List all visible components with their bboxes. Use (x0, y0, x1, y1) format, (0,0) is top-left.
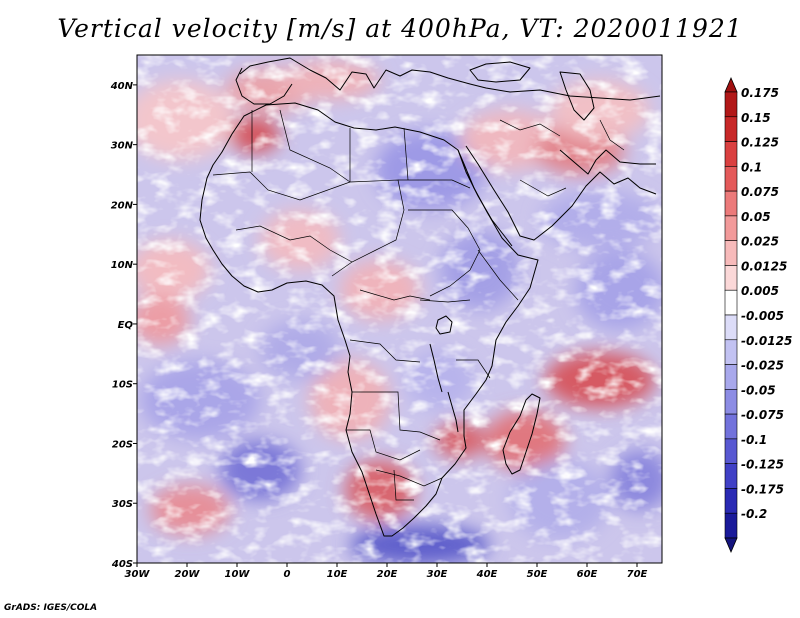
grads-credit: GrADS: IGES/COLA (4, 603, 98, 613)
colorbar-swatch (724, 166, 738, 192)
colorbar-label: 0.05 (741, 210, 771, 224)
field-texture (137, 55, 662, 563)
europe-coastline (239, 57, 661, 101)
colorbar-swatch (724, 438, 738, 464)
colorbar-top-triangle (724, 76, 738, 93)
velocity-field (137, 55, 662, 563)
lon-label-30e: 30E (427, 569, 448, 580)
colorbar-swatch (724, 364, 738, 390)
lon-label-40e: 40E (476, 569, 498, 580)
latitude-labels: 40N 30N 20N 10N EQ 10S 20S 30S 40S (110, 81, 134, 570)
colorbar-label: -0.05 (741, 383, 776, 397)
colorbar-label: -0.125 (741, 458, 784, 472)
lat-label-10s: 10S (112, 380, 133, 391)
colorbar-label: -0.025 (741, 359, 784, 373)
colorbar-swatch (724, 289, 738, 316)
lat-label-20s: 20S (112, 439, 133, 450)
colorbar-label: -0.0125 (741, 334, 792, 348)
colorbar-swatch (724, 91, 738, 118)
lake-malawi (447, 391, 459, 433)
axis-ticks (133, 84, 638, 567)
colorbar-swatch (724, 190, 738, 217)
colorbar-label: 0.025 (741, 235, 779, 249)
colorbar-swatch (724, 265, 738, 291)
colorbar-label: 0.005 (741, 284, 779, 298)
lat-label-40n: 40N (110, 81, 134, 92)
lon-label-10e: 10E (327, 569, 348, 580)
map-title: Vertical velocity [m/s] at 400hPa, VT: 2… (57, 14, 743, 43)
colorbar-label: -0.2 (741, 507, 767, 521)
lon-label-60e: 60E (577, 569, 598, 580)
madagascar-coastline (502, 393, 541, 475)
map-frame (136, 54, 663, 564)
colorbar-swatch (724, 215, 738, 241)
lon-label-0: 0 (284, 569, 291, 580)
country-borders (212, 109, 625, 501)
lon-label-50e: 50E (527, 569, 548, 580)
lon-label-20e: 20E (377, 569, 398, 580)
lat-label-eq: EQ (118, 320, 134, 331)
lat-label-40s: 40S (111, 559, 133, 570)
colorbar-label: 0.075 (741, 185, 779, 199)
arabia-coastline (465, 145, 657, 241)
lon-label-10w: 10W (225, 569, 251, 580)
colorbar-swatch (724, 413, 738, 440)
colorbar-swatch (724, 488, 738, 514)
colorbar-swatch (724, 389, 738, 415)
colorbar-label: 0.1 (741, 160, 762, 174)
colorbar-label: 0.175 (741, 86, 779, 100)
colorbar-swatch (724, 141, 738, 167)
colorbar-swatch (724, 116, 738, 142)
colorbar-label: 0.0125 (741, 259, 787, 273)
colorbar-swatch (724, 512, 738, 539)
colorbar: 0.175 0.15 0.125 0.1 0.075 0.05 0.025 0.0125 0.0… (724, 76, 792, 554)
lon-label-20w: 20W (175, 569, 201, 580)
colorbar-swatch (724, 314, 738, 341)
colorbar-label: -0.175 (741, 482, 784, 496)
black-sea (469, 61, 531, 83)
red-sea (457, 149, 513, 247)
colorbar-label: -0.1 (741, 433, 767, 447)
colorbar-label: -0.005 (741, 309, 784, 323)
colorbar-swatch (724, 339, 738, 365)
colorbar-label: 0.125 (741, 136, 779, 150)
longitude-labels: 30W 20W 10W 0 10E 20E 30E 40E 50E 60E 70E (125, 569, 648, 580)
colorbar-label: 0.15 (741, 111, 771, 125)
caspian-coastline (559, 71, 595, 121)
lat-label-30n: 30N (111, 141, 134, 152)
lat-label-10n: 10N (111, 260, 134, 271)
colorbar-label: -0.075 (741, 408, 784, 422)
lon-label-30w: 30W (125, 569, 151, 580)
lat-label-30s: 30S (112, 499, 133, 510)
lon-label-70e: 70E (627, 569, 648, 580)
colorbar-swatch (724, 240, 738, 266)
colorbar-bottom-triangle (724, 537, 738, 554)
africa-coastline (199, 102, 539, 537)
iberia-coastline (235, 67, 293, 105)
gulf-coastline (559, 149, 656, 175)
colorbar-swatch (724, 463, 738, 489)
lake-victoria (435, 315, 453, 335)
lake-tanganyika (429, 343, 443, 393)
lat-label-20n: 20N (111, 200, 134, 211)
coastlines (199, 57, 661, 537)
